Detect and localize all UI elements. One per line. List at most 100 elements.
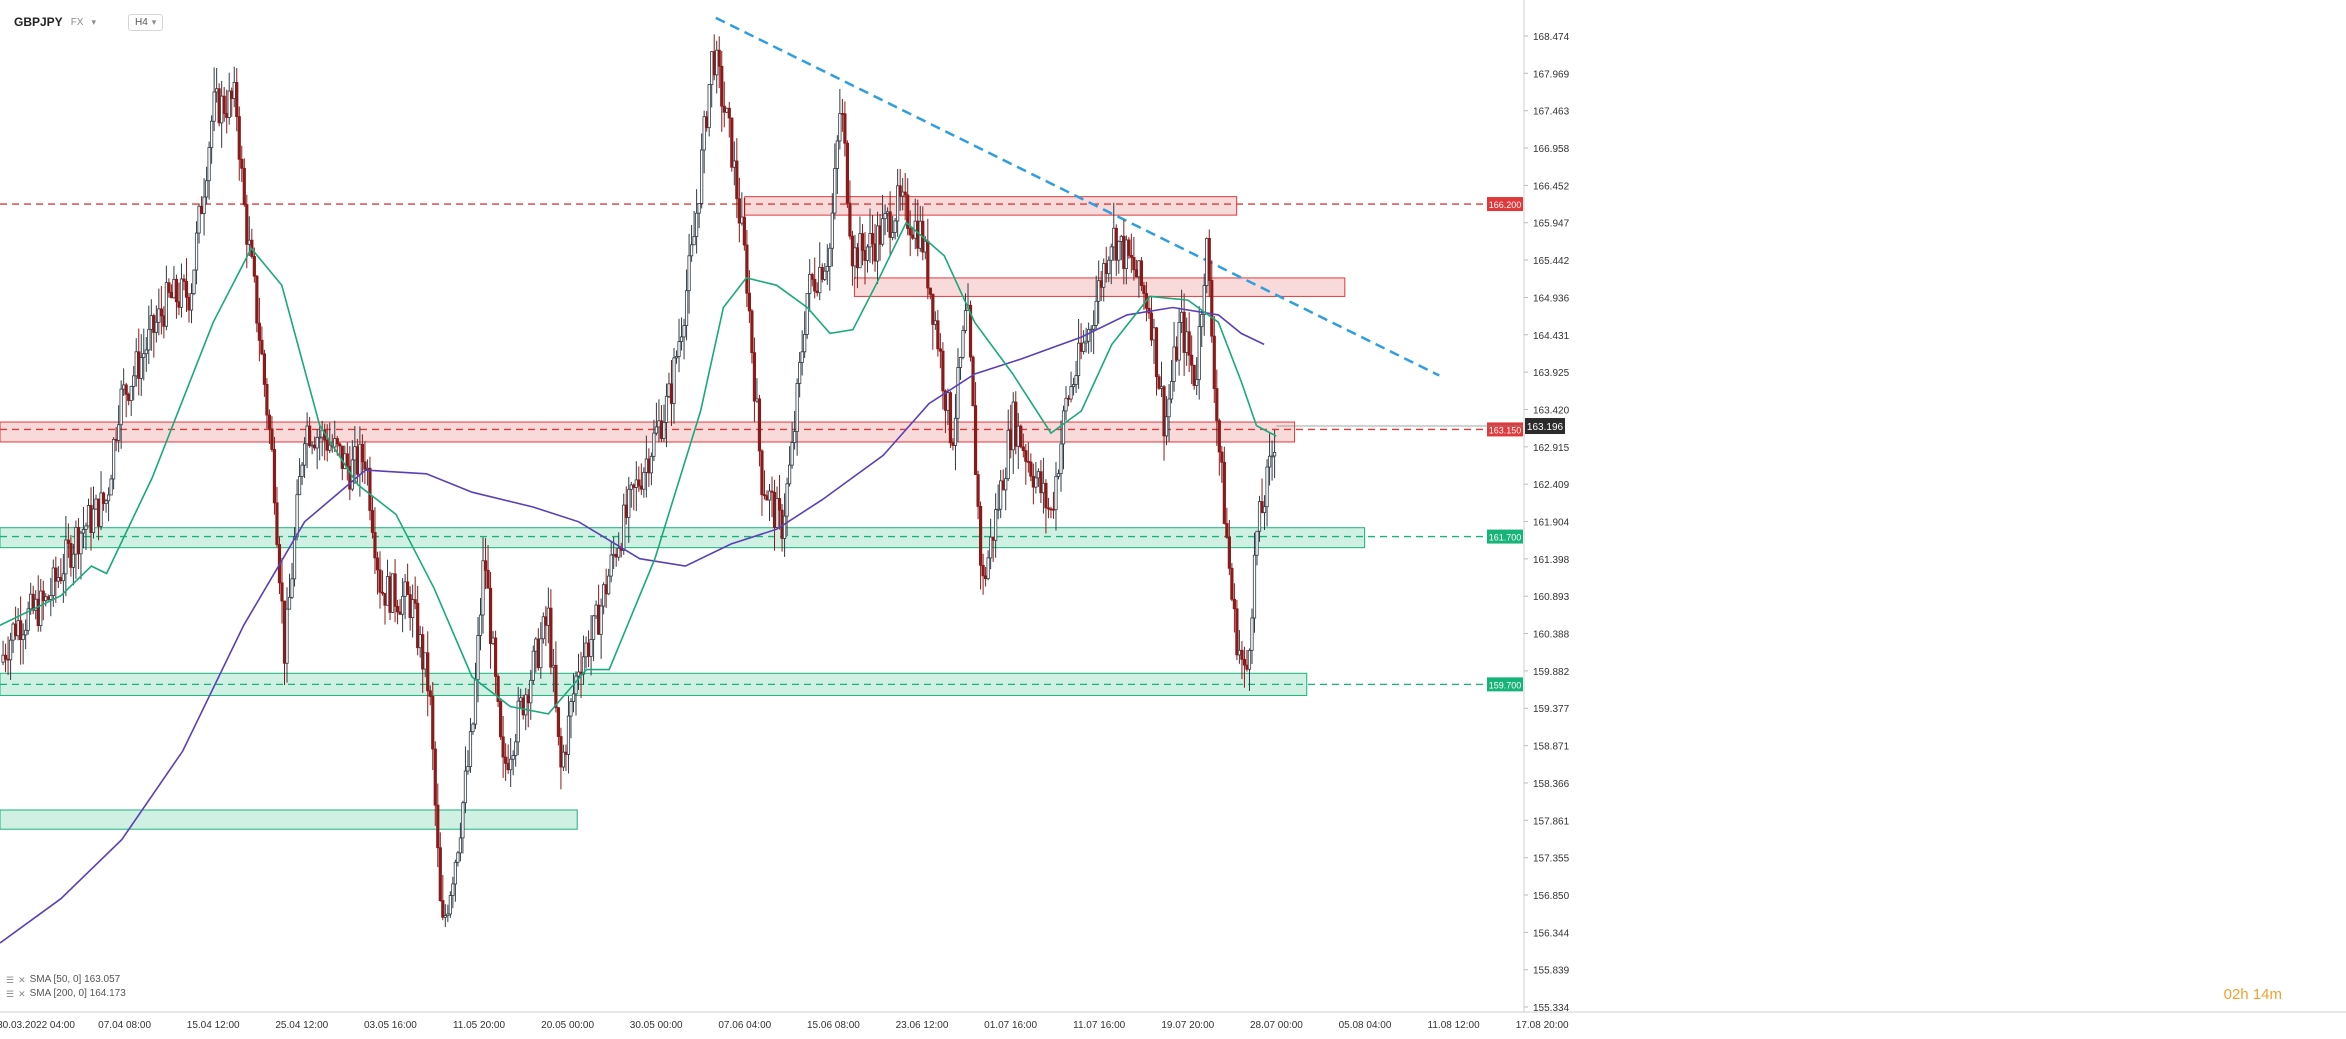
- candle-body: [51, 567, 55, 596]
- candle-body: [403, 581, 407, 597]
- candle-body: [1104, 263, 1108, 275]
- candle-body: [79, 532, 83, 555]
- y-tick-label: 165.947: [1533, 219, 1570, 230]
- candle-body: [154, 321, 158, 333]
- candle-body: [383, 592, 387, 606]
- candle-body: [1257, 501, 1262, 532]
- candle-body: [416, 602, 420, 649]
- candle-body: [122, 384, 126, 390]
- y-tick-label: 165.442: [1533, 256, 1570, 267]
- candle-body: [66, 539, 70, 544]
- candle-body: [870, 233, 875, 245]
- indicator-sma200[interactable]: ☰ ✕ SMA [200, 0] 164.173: [6, 987, 126, 1001]
- candle-body: [1127, 239, 1131, 256]
- chart-header: GBPJPY FX ▾ H4 ▾: [14, 10, 164, 34]
- candle-body: [162, 315, 166, 327]
- x-tick-label: 19.07 20:00: [1161, 1020, 1214, 1031]
- candle-body: [591, 615, 596, 640]
- candle-body: [1192, 364, 1196, 386]
- candle-body: [19, 620, 23, 641]
- candle-body: [953, 417, 958, 446]
- candle-body: [521, 697, 525, 716]
- candle-body: [436, 804, 440, 849]
- candle-body: [607, 575, 611, 595]
- candle-body: [117, 424, 121, 441]
- candle-body: [707, 84, 711, 129]
- candle-body: [144, 349, 148, 355]
- candle-body: [290, 578, 294, 598]
- candle-body: [101, 492, 106, 504]
- y-tick-label: 156.344: [1533, 928, 1570, 939]
- candle-body: [1054, 475, 1058, 511]
- candle-body: [333, 438, 337, 448]
- candle-body: [973, 405, 978, 475]
- candle-body: [406, 581, 410, 596]
- candle-body: [896, 185, 900, 222]
- candle-body: [104, 500, 108, 504]
- candle-body: [275, 502, 279, 545]
- candle-body: [315, 437, 319, 449]
- candle-body: [529, 679, 533, 704]
- candle-body: [863, 249, 867, 261]
- candle-body: [818, 266, 822, 294]
- close-icon[interactable]: ✕: [18, 989, 26, 999]
- candle-body: [164, 282, 168, 327]
- candle-body: [1230, 567, 1234, 600]
- candle-body: [649, 455, 653, 474]
- candle-body: [1142, 285, 1146, 294]
- candle-body: [745, 244, 749, 294]
- x-tick-label: 23.06 12:00: [896, 1020, 949, 1031]
- chevron-down-icon[interactable]: ▾: [91, 16, 96, 27]
- candle-body: [305, 425, 309, 445]
- candle-body: [893, 220, 897, 233]
- candle-body: [184, 280, 189, 298]
- candle-body: [617, 547, 621, 558]
- candle-body: [1061, 410, 1066, 445]
- candle-body: [1087, 329, 1091, 342]
- candle-body: [609, 554, 613, 577]
- candle-body: [1006, 429, 1010, 480]
- candle-body: [368, 467, 372, 511]
- candle-body: [496, 676, 500, 702]
- candle-body: [541, 616, 545, 640]
- candle-body: [29, 593, 33, 610]
- candle-body: [335, 438, 339, 445]
- settings-icon[interactable]: ☰: [6, 989, 15, 999]
- candle-body: [850, 235, 855, 267]
- candle-body: [197, 205, 201, 234]
- close-icon[interactable]: ✕: [18, 975, 26, 985]
- candle-body: [380, 591, 385, 594]
- symbol-label[interactable]: GBPJPY: [14, 15, 63, 29]
- candle-body: [257, 322, 261, 341]
- candle-body: [1247, 649, 1252, 670]
- candle-body: [1059, 443, 1063, 475]
- current-price-label: 163.196: [1527, 422, 1564, 433]
- candle-body: [338, 443, 342, 447]
- candle-body: [644, 458, 648, 473]
- candle-body: [511, 755, 515, 760]
- candle-body: [989, 536, 993, 559]
- candle-body: [443, 915, 447, 918]
- candle-body: [157, 308, 161, 323]
- timeframe-selector[interactable]: H4 ▾: [128, 13, 164, 31]
- candle-body: [901, 191, 905, 197]
- candle-body: [280, 582, 284, 602]
- level-label: 159.700: [1489, 680, 1522, 690]
- candle-body: [270, 428, 274, 450]
- candle-body: [576, 671, 581, 677]
- candle-body: [770, 490, 774, 493]
- candle-body: [127, 393, 131, 401]
- settings-icon[interactable]: ☰: [6, 975, 15, 985]
- candle-body: [1099, 280, 1103, 288]
- candle-body: [524, 694, 528, 716]
- candle-body: [1190, 354, 1194, 366]
- candle-body: [798, 362, 802, 384]
- candle-body: [571, 693, 576, 702]
- candle-body: [506, 762, 510, 771]
- candle-body: [1232, 598, 1236, 610]
- candle-body: [727, 107, 731, 119]
- indicator-sma50[interactable]: ☰ ✕ SMA [50, 0] 163.057: [6, 973, 126, 987]
- candle-body: [463, 770, 468, 804]
- candle-body: [1011, 401, 1015, 451]
